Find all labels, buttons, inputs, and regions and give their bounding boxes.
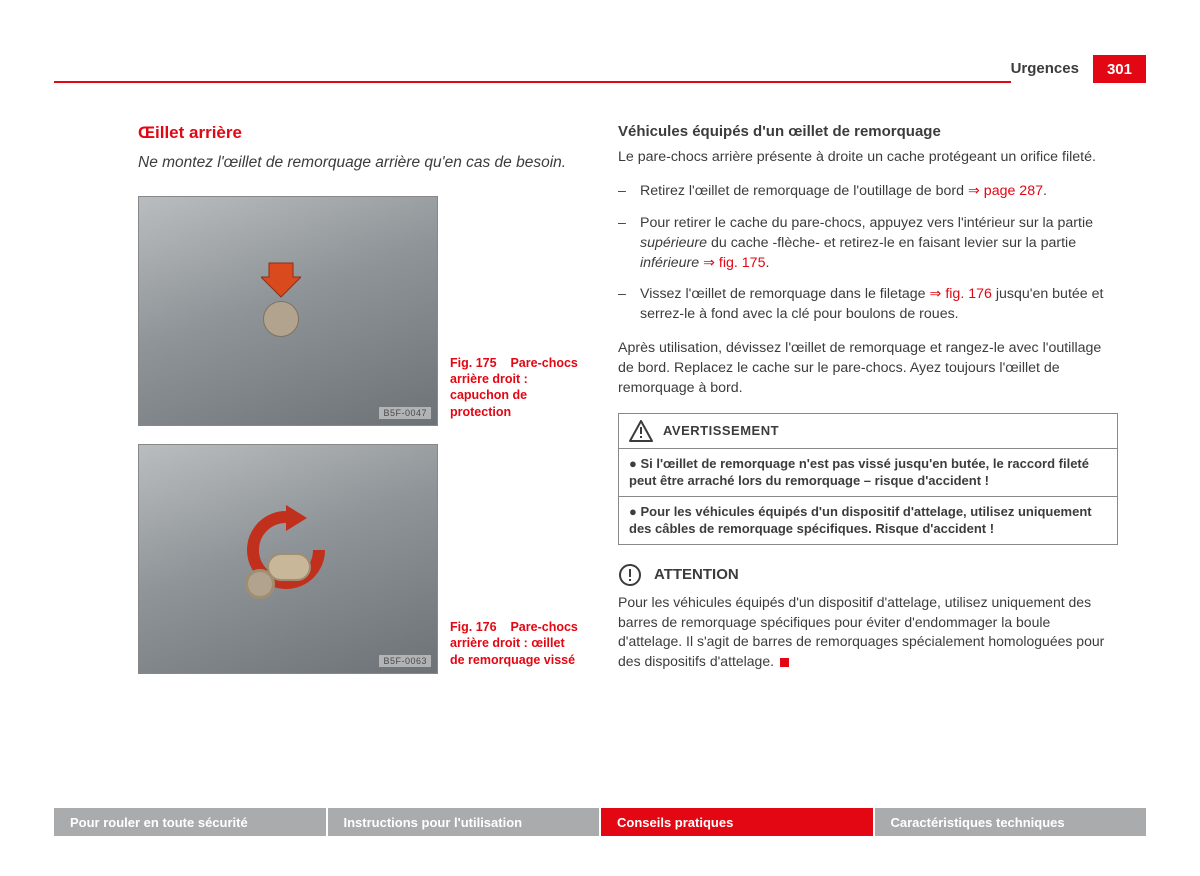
figure-176-caption: Fig. 176 Pare-chocs arrière droit : œill…	[450, 619, 578, 674]
step-2-text-a: Pour retirer le cache du pare-chocs, app…	[640, 215, 1093, 231]
header-rule	[54, 55, 1011, 83]
footer-tab-practical[interactable]: Conseils pratiques	[601, 808, 873, 836]
step-1-text-a: Retirez l'œillet de remorquage de l'outi…	[640, 183, 968, 199]
step-1-text-b: .	[1043, 183, 1047, 199]
step-2-text-c: .	[765, 255, 769, 271]
step-2-italic-1: supérieure	[640, 235, 707, 251]
warning-box: AVERTISSEMENT ● Si l'œillet de remorquag…	[618, 413, 1118, 545]
figure-175-caption: Fig. 175 Pare-chocs arrière droit : capu…	[450, 355, 578, 426]
page: Urgences 301 Œillet arrière Ne montez l'…	[0, 0, 1200, 692]
procedure-steps: Retirez l'œillet de remorquage de l'outi…	[618, 182, 1118, 325]
warning-heading: AVERTISSEMENT	[619, 414, 1117, 449]
attention-text-content: Pour les véhicules équipés d'un disposit…	[618, 594, 1104, 669]
section-subtitle: Ne montez l'œillet de remorquage arrière…	[138, 153, 578, 174]
footer-tab-safety[interactable]: Pour rouler en toute sécurité	[54, 808, 326, 836]
figure-175: B5F-0047 Fig. 175 Pare-chocs arrière dro…	[138, 196, 578, 426]
figure-176-id: B5F-0063	[379, 655, 431, 667]
page-number: 301	[1093, 55, 1146, 83]
step-3-ref: ⇒ fig. 176	[930, 286, 992, 302]
header-section-label: Urgences	[1011, 55, 1093, 83]
cap-circle-icon	[263, 301, 299, 337]
content-columns: Œillet arrière Ne montez l'œillet de rem…	[54, 123, 1146, 692]
tow-eye-icon	[267, 553, 311, 581]
step-2: Pour retirer le cache du pare-chocs, app…	[618, 214, 1118, 274]
step-1: Retirez l'œillet de remorquage de l'outi…	[618, 182, 1118, 202]
warning-item-2: ● Pour les véhicules équipés d'un dispos…	[619, 497, 1117, 544]
warning-item-1: ● Si l'œillet de remorquage n'est pas vi…	[619, 449, 1117, 497]
figure-175-image: B5F-0047	[138, 196, 438, 426]
figure-176: B5F-0063 Fig. 176 Pare-chocs arrière dro…	[138, 444, 578, 674]
intro-paragraph: Le pare-chocs arrière présente à droite …	[618, 148, 1118, 168]
attention-title: ATTENTION	[654, 566, 739, 583]
step-2-ref: ⇒ fig. 175	[703, 255, 765, 271]
step-2-text-b: du cache -flèche- et retirez-le en faisa…	[707, 235, 1076, 251]
right-column: Véhicules équipés d'un œillet de remorqu…	[618, 123, 1118, 692]
after-paragraph: Après utilisation, dévissez l'œillet de …	[618, 339, 1118, 399]
subheading: Véhicules équipés d'un œillet de remorqu…	[618, 123, 1118, 140]
step-2-italic-2: inférieure	[640, 255, 703, 271]
footer-tab-instructions[interactable]: Instructions pour l'utilisation	[328, 808, 600, 836]
warning-title: AVERTISSEMENT	[663, 423, 779, 438]
header-right: Urgences 301	[1011, 55, 1146, 83]
end-marker-icon	[780, 658, 789, 667]
figure-176-label: Fig. 176	[450, 620, 497, 634]
attention-heading: ATTENTION	[618, 563, 1118, 587]
warning-triangle-icon	[629, 420, 653, 442]
page-header: Urgences 301	[54, 55, 1146, 83]
step-3-text-a: Vissez l'œillet de remorquage dans le fi…	[640, 286, 930, 302]
figure-175-id: B5F-0047	[379, 407, 431, 419]
arrow-down-icon	[261, 261, 301, 299]
figure-175-label: Fig. 175	[450, 356, 497, 370]
left-column: Œillet arrière Ne montez l'œillet de rem…	[138, 123, 578, 692]
footer-tab-technical[interactable]: Caractéristiques techniques	[875, 808, 1147, 836]
attention-circle-icon	[618, 563, 642, 587]
section-title: Œillet arrière	[138, 123, 578, 143]
step-1-ref: ⇒ page 287	[968, 183, 1043, 199]
figure-176-image: B5F-0063	[138, 444, 438, 674]
attention-text: Pour les véhicules équipés d'un disposit…	[618, 593, 1118, 671]
footer-tabs: Pour rouler en toute sécurité Instructio…	[54, 808, 1146, 836]
step-3: Vissez l'œillet de remorquage dans le fi…	[618, 285, 1118, 325]
attention-block: ATTENTION Pour les véhicules équipés d'u…	[618, 563, 1118, 671]
